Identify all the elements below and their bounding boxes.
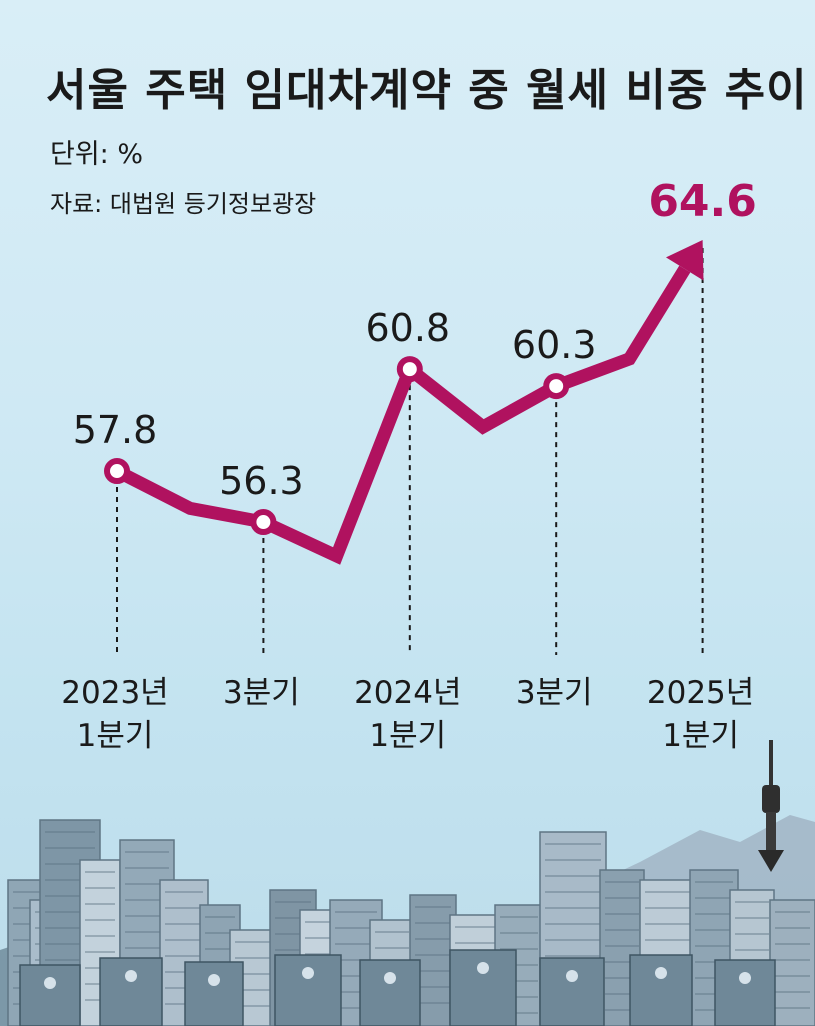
x-tick-label: 2024년 bbox=[354, 675, 461, 711]
apartment-block bbox=[99, 957, 163, 1026]
apartment-block bbox=[449, 949, 517, 1026]
data-point-marker bbox=[250, 509, 277, 536]
apartment-block bbox=[359, 959, 421, 1026]
data-point-marker bbox=[396, 356, 423, 383]
guide-lines bbox=[116, 248, 704, 655]
apartment-emblem bbox=[125, 970, 137, 982]
apartment-block bbox=[274, 954, 342, 1026]
apartment-block bbox=[629, 954, 693, 1026]
data-label: 60.8 bbox=[365, 306, 450, 350]
apartment-emblem bbox=[384, 972, 396, 984]
source-label: 자료: 대법원 등기정보광장 bbox=[50, 190, 317, 218]
x-tick-label: 1분기 bbox=[369, 718, 446, 754]
value-labels: 57.8 56.3 60.8 60.3 64.6 bbox=[73, 176, 757, 503]
x-tick-label: 1분기 bbox=[662, 718, 739, 754]
apartment-emblem bbox=[208, 974, 220, 986]
tower-pod bbox=[762, 785, 780, 813]
apartment-block bbox=[184, 961, 244, 1026]
data-point-marker bbox=[543, 373, 570, 400]
x-tick-label: 3분기 bbox=[516, 675, 593, 711]
data-label: 60.3 bbox=[512, 323, 597, 367]
data-label: 57.8 bbox=[73, 408, 158, 452]
x-tick-label: 1분기 bbox=[77, 718, 154, 754]
x-axis-labels: 2023년 1분기 3분기 2024년 1분기 3분기 2025년 1분기 bbox=[61, 675, 754, 754]
tower-shaft bbox=[766, 812, 776, 862]
x-tick-label: 2023년 bbox=[61, 675, 168, 711]
chart-title: 서울 주택 임대차계약 중 월세 비중 추이 bbox=[46, 65, 808, 116]
city-skyline-illustration bbox=[0, 740, 815, 1026]
building-shape bbox=[769, 899, 815, 1026]
apartment-block bbox=[539, 957, 605, 1026]
x-tick-label: 2025년 bbox=[647, 675, 754, 711]
data-label: 64.6 bbox=[648, 176, 757, 227]
apartment-block bbox=[714, 959, 776, 1026]
unit-label: 단위: % bbox=[50, 139, 144, 170]
data-label: 56.3 bbox=[219, 459, 304, 503]
tower-antenna bbox=[769, 740, 773, 800]
arrow-head-icon bbox=[666, 240, 704, 281]
data-point-marker bbox=[104, 458, 130, 485]
apartment-emblem bbox=[477, 962, 489, 974]
apartment-block bbox=[19, 964, 81, 1026]
apartment-emblem bbox=[566, 970, 578, 982]
x-tick-label: 3분기 bbox=[223, 675, 300, 711]
apartment-emblem bbox=[739, 972, 751, 984]
apartment-emblem bbox=[44, 977, 56, 989]
apartment-emblem bbox=[655, 967, 667, 979]
apartment-emblem bbox=[302, 967, 314, 979]
tower-base bbox=[758, 850, 784, 872]
point-markers bbox=[104, 356, 570, 536]
